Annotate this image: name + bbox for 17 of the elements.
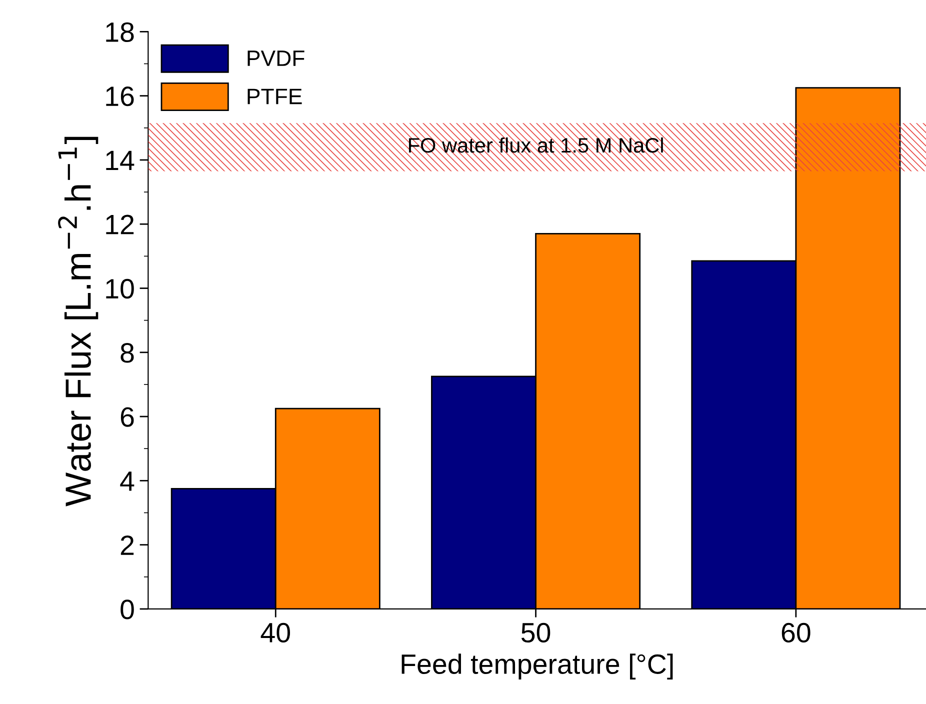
y-axis-title: Water Flux [L.m$^{−2}$.h$^{−1}$] bbox=[58, 136, 98, 506]
legend-label: PTFE bbox=[248, 88, 302, 104]
legend-label: PVDF bbox=[248, 50, 304, 66]
y-tick-label: 14 bbox=[106, 150, 134, 170]
x-tick-label: 50 bbox=[521, 622, 550, 643]
y-tick-label: 10 bbox=[106, 278, 134, 299]
y-tick-label: 2 bbox=[120, 535, 134, 555]
x-tick-label: 60 bbox=[782, 622, 810, 643]
y-tick-label: 18 bbox=[106, 22, 134, 42]
x-axis-title: Feed temperature [°C] bbox=[402, 654, 673, 680]
y-tick-label: 8 bbox=[120, 343, 134, 363]
y-tick-label: 6 bbox=[120, 407, 134, 427]
x-tick-label: 40 bbox=[260, 622, 290, 643]
y-tick-label: 4 bbox=[120, 472, 134, 491]
y-tick-label: 12 bbox=[106, 214, 134, 234]
y-tick-label: 16 bbox=[106, 86, 134, 106]
y-tick-label: 0 bbox=[120, 600, 134, 620]
